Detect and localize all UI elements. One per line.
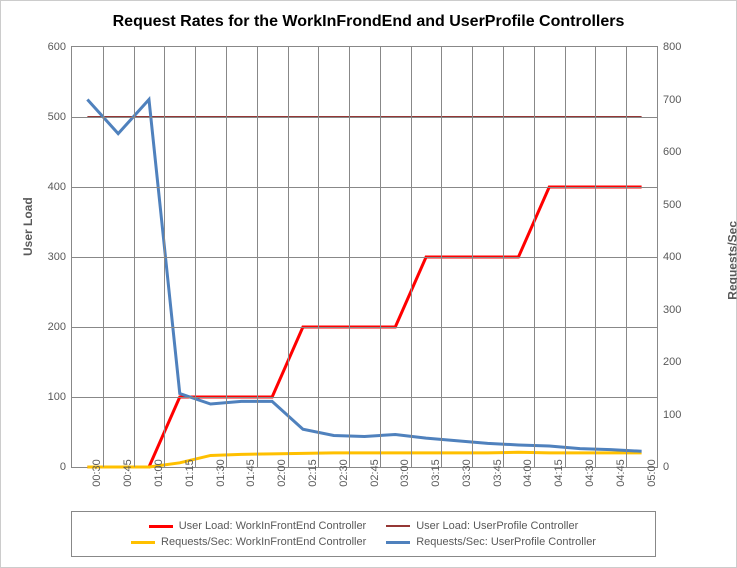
gridline-vertical [257, 47, 258, 467]
y-left-tick-label: 100 [48, 391, 72, 403]
x-tick-label: 04:45 [615, 459, 627, 487]
legend-item: User Load: WorkInFrontEnd Controller [149, 520, 367, 532]
x-tick-label: 04:00 [522, 459, 534, 487]
y-right-tick-label: 300 [657, 304, 681, 316]
x-tick-label: 01:00 [153, 459, 165, 487]
y-right-tick-label: 200 [657, 356, 681, 368]
legend-swatch [386, 541, 410, 544]
x-tick-label: 04:30 [584, 459, 596, 487]
legend-label: Requests/Sec: WorkInFrontEnd Controller [161, 536, 366, 548]
y-right-axis-title: Requests/Sec [726, 221, 737, 300]
gridline-vertical [288, 47, 289, 467]
chart-title: Request Rates for the WorkInFrondEnd and… [1, 1, 736, 31]
y-right-tick-label: 700 [657, 94, 681, 106]
chart-container: Request Rates for the WorkInFrondEnd and… [0, 0, 737, 568]
gridline-vertical [318, 47, 319, 467]
legend-swatch [131, 541, 155, 544]
gridline-vertical [626, 47, 627, 467]
x-tick-label: 01:45 [245, 459, 257, 487]
y-right-tick-label: 500 [657, 199, 681, 211]
x-tick-label: 01:15 [184, 459, 196, 487]
gridline-horizontal [72, 117, 657, 118]
series-line [87, 100, 641, 452]
plot-area: 0100200300400500600010020030040050060070… [71, 46, 658, 468]
gridline-vertical [441, 47, 442, 467]
x-tick-label: 02:15 [307, 459, 319, 487]
x-tick-label: 02:30 [338, 459, 350, 487]
gridline-vertical [226, 47, 227, 467]
x-tick-label: 05:00 [646, 459, 658, 487]
legend-label: Requests/Sec: UserProfile Controller [416, 536, 596, 548]
gridline-vertical [103, 47, 104, 467]
y-right-tick-label: 0 [657, 461, 669, 473]
y-left-tick-label: 300 [48, 251, 72, 263]
gridline-vertical [380, 47, 381, 467]
gridline-vertical [472, 47, 473, 467]
gridline-vertical [195, 47, 196, 467]
gridline-vertical [349, 47, 350, 467]
x-tick-label: 03:00 [399, 459, 411, 487]
y-right-tick-label: 800 [657, 41, 681, 53]
x-tick-label: 03:30 [461, 459, 473, 487]
y-right-tick-label: 600 [657, 146, 681, 158]
gridline-horizontal [72, 187, 657, 188]
x-tick-label: 02:45 [369, 459, 381, 487]
legend-item: Requests/Sec: UserProfile Controller [386, 536, 596, 548]
x-tick-label: 04:15 [553, 459, 565, 487]
gridline-vertical [503, 47, 504, 467]
y-left-tick-label: 600 [48, 41, 72, 53]
legend-swatch [149, 525, 173, 528]
gridline-vertical [534, 47, 535, 467]
legend-item: User Load: UserProfile Controller [386, 520, 578, 532]
gridline-vertical [595, 47, 596, 467]
x-tick-label: 00:45 [122, 459, 134, 487]
gridline-horizontal [72, 397, 657, 398]
gridline-vertical [411, 47, 412, 467]
y-right-tick-label: 400 [657, 251, 681, 263]
y-left-tick-label: 400 [48, 181, 72, 193]
gridline-horizontal [72, 257, 657, 258]
y-left-tick-label: 200 [48, 321, 72, 333]
y-left-tick-label: 500 [48, 111, 72, 123]
y-left-axis-title: User Load [21, 197, 35, 256]
legend-label: User Load: UserProfile Controller [416, 520, 578, 532]
legend: User Load: WorkInFrontEnd Controller User… [71, 511, 656, 557]
x-tick-label: 03:15 [430, 459, 442, 487]
x-tick-label: 03:45 [492, 459, 504, 487]
legend-item: Requests/Sec: WorkInFrontEnd Controller [131, 536, 366, 548]
legend-label: User Load: WorkInFrontEnd Controller [179, 520, 367, 532]
gridline-vertical [565, 47, 566, 467]
x-tick-label: 01:30 [215, 459, 227, 487]
x-tick-label: 02:00 [276, 459, 288, 487]
x-tick-label: 00:30 [91, 459, 103, 487]
gridline-vertical [134, 47, 135, 467]
y-left-tick-label: 0 [60, 461, 72, 473]
gridline-horizontal [72, 327, 657, 328]
legend-swatch [386, 525, 410, 527]
y-right-tick-label: 100 [657, 409, 681, 421]
gridline-vertical [164, 47, 165, 467]
